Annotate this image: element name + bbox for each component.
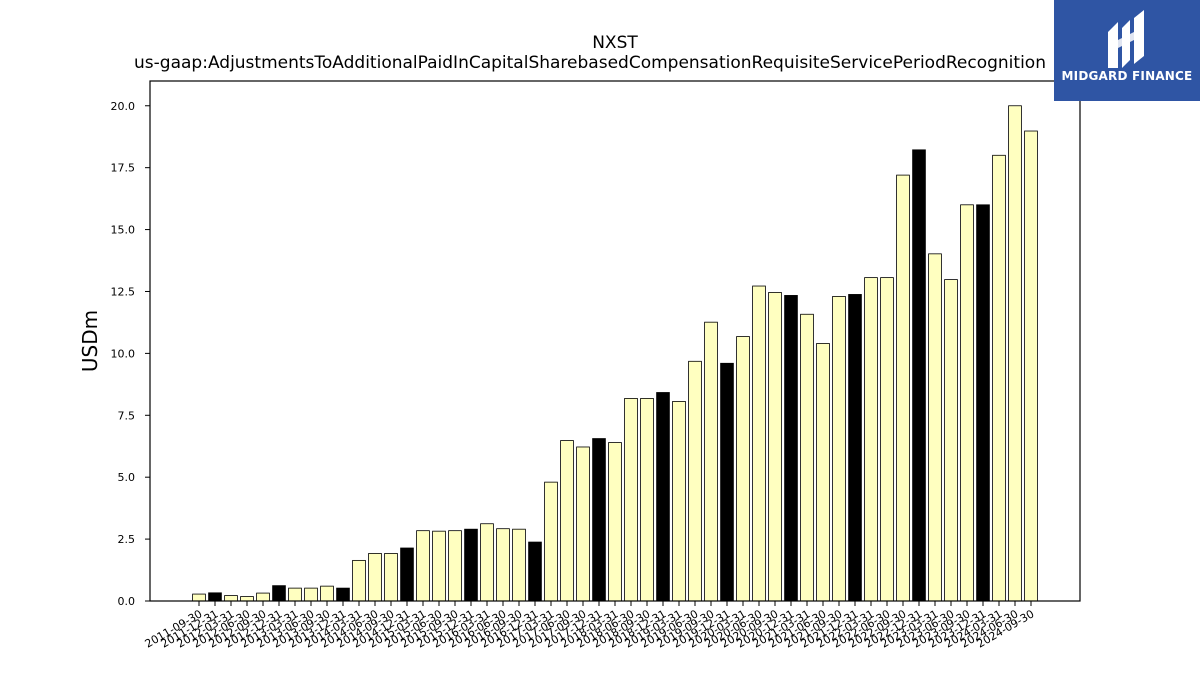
chart-title: NXST: [592, 33, 638, 53]
bar-2020-06-30: [752, 285, 766, 602]
bar-2017-03-31: [544, 481, 558, 602]
bar-2024-09-30: [1024, 130, 1038, 602]
bar-2018-09-30: [640, 398, 654, 602]
bar-2023-09-30: [960, 204, 974, 602]
bar-2012-03-31: [224, 595, 238, 602]
bar-series: [192, 105, 1038, 602]
bar-2013-06-30: [304, 587, 318, 602]
y-tick-label: 5.0: [118, 471, 136, 484]
bar-2014-06-30: [368, 553, 382, 602]
bar-2019-06-30: [688, 360, 702, 602]
bar-2020-12-31: [784, 295, 798, 602]
bar-2022-12-31: [912, 149, 926, 602]
bar-2021-06-30: [816, 343, 830, 602]
bar-2021-09-30: [832, 296, 846, 602]
bar-2020-03-31: [736, 336, 750, 602]
bar-2023-06-30: [944, 279, 958, 602]
y-tick-label: 20.0: [111, 100, 136, 113]
bar-2016-09-30: [512, 528, 526, 602]
y-tick-label: 2.5: [118, 533, 136, 546]
bar-2018-12-31: [656, 392, 670, 602]
bar-2011-09-30: [192, 593, 206, 602]
y-tick-label: 15.0: [111, 224, 136, 237]
bar-2017-06-30: [560, 440, 574, 602]
bar-2014-09-30: [384, 553, 398, 602]
bar-2019-12-31: [720, 362, 734, 602]
y-tick-label: 12.5: [111, 285, 136, 298]
bar-2016-03-31: [480, 523, 494, 602]
bar-2022-03-31: [864, 277, 878, 602]
bar-2023-12-31: [976, 204, 990, 602]
logo-text: MIDGARD FINANCE: [1061, 69, 1193, 83]
y-tick-label: 7.5: [118, 409, 136, 422]
y-tick-label: 0.0: [118, 595, 136, 608]
bar-2013-12-31: [336, 587, 350, 602]
y-axis: 0.0 2.5 5.0 7.5 10.0 12.5 15.0 17.5 20.0: [111, 100, 150, 608]
bar-2022-06-30: [880, 277, 894, 602]
midgard-finance-logo: MIDGARD FINANCE: [1054, 0, 1200, 101]
bar-2017-09-30: [576, 446, 590, 602]
bar-2019-03-31: [672, 401, 686, 602]
y-tick-label: 17.5: [111, 162, 136, 175]
x-axis: 2011-09-302011-12-312012-03-312012-06-30…: [143, 601, 1037, 651]
bar-2022-09-30: [896, 174, 910, 602]
y-axis-label: USDm: [78, 310, 102, 372]
bar-2016-06-30: [496, 528, 510, 602]
bar-2015-03-31: [416, 530, 430, 602]
bar-2015-06-30: [432, 530, 446, 602]
bar-2021-03-31: [800, 313, 814, 602]
midgard-m-icon: [1108, 10, 1144, 68]
bar-2019-09-30: [704, 321, 718, 602]
bar-2018-06-30: [624, 398, 638, 602]
chart-subtitle: us-gaap:AdjustmentsToAdditionalPaidInCap…: [134, 53, 1046, 73]
bar-2013-09-30: [320, 585, 334, 602]
bar-2011-12-31: [208, 592, 222, 602]
plot-frame: [149, 80, 1081, 602]
bar-2023-03-31: [928, 253, 942, 602]
y-tick-label: 10.0: [111, 347, 136, 360]
bar-2015-09-30: [448, 530, 462, 602]
bar-2017-12-31: [592, 438, 606, 602]
bar-2016-12-31: [528, 541, 542, 602]
bar-2020-09-30: [768, 292, 782, 602]
bar-2024-06-30: [1008, 105, 1022, 602]
bar-2018-03-31: [608, 442, 622, 602]
bar-2014-12-31: [400, 547, 414, 602]
bar-2021-12-31: [848, 294, 862, 602]
bar-2012-12-31: [272, 585, 286, 602]
bar-2013-03-31: [288, 587, 302, 602]
bar-2024-03-31: [992, 154, 1006, 602]
bar-2015-12-31: [464, 528, 478, 602]
bar-2014-03-31: [352, 559, 366, 602]
bar-2012-09-30: [256, 592, 270, 602]
bar-2012-06-30: [240, 596, 254, 602]
